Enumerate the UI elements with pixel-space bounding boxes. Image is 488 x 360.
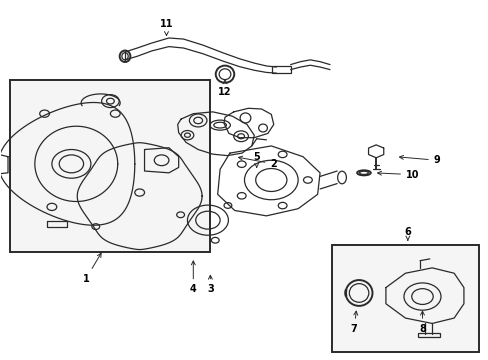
Text: 3: 3 — [206, 275, 213, 294]
Text: 8: 8 — [418, 311, 425, 334]
Text: 11: 11 — [160, 19, 173, 36]
Text: 10: 10 — [377, 170, 419, 180]
Text: 2: 2 — [238, 156, 277, 169]
Text: 12: 12 — [218, 80, 231, 97]
Bar — [10, 80, 210, 252]
Text: 9: 9 — [399, 155, 440, 165]
Text: 1: 1 — [82, 253, 101, 284]
Bar — [331, 244, 478, 352]
Text: 6: 6 — [404, 227, 410, 240]
Text: 7: 7 — [350, 311, 357, 334]
Bar — [272, 66, 290, 73]
Text: 5: 5 — [253, 152, 260, 167]
Bar — [417, 333, 439, 337]
Text: 4: 4 — [189, 261, 196, 294]
